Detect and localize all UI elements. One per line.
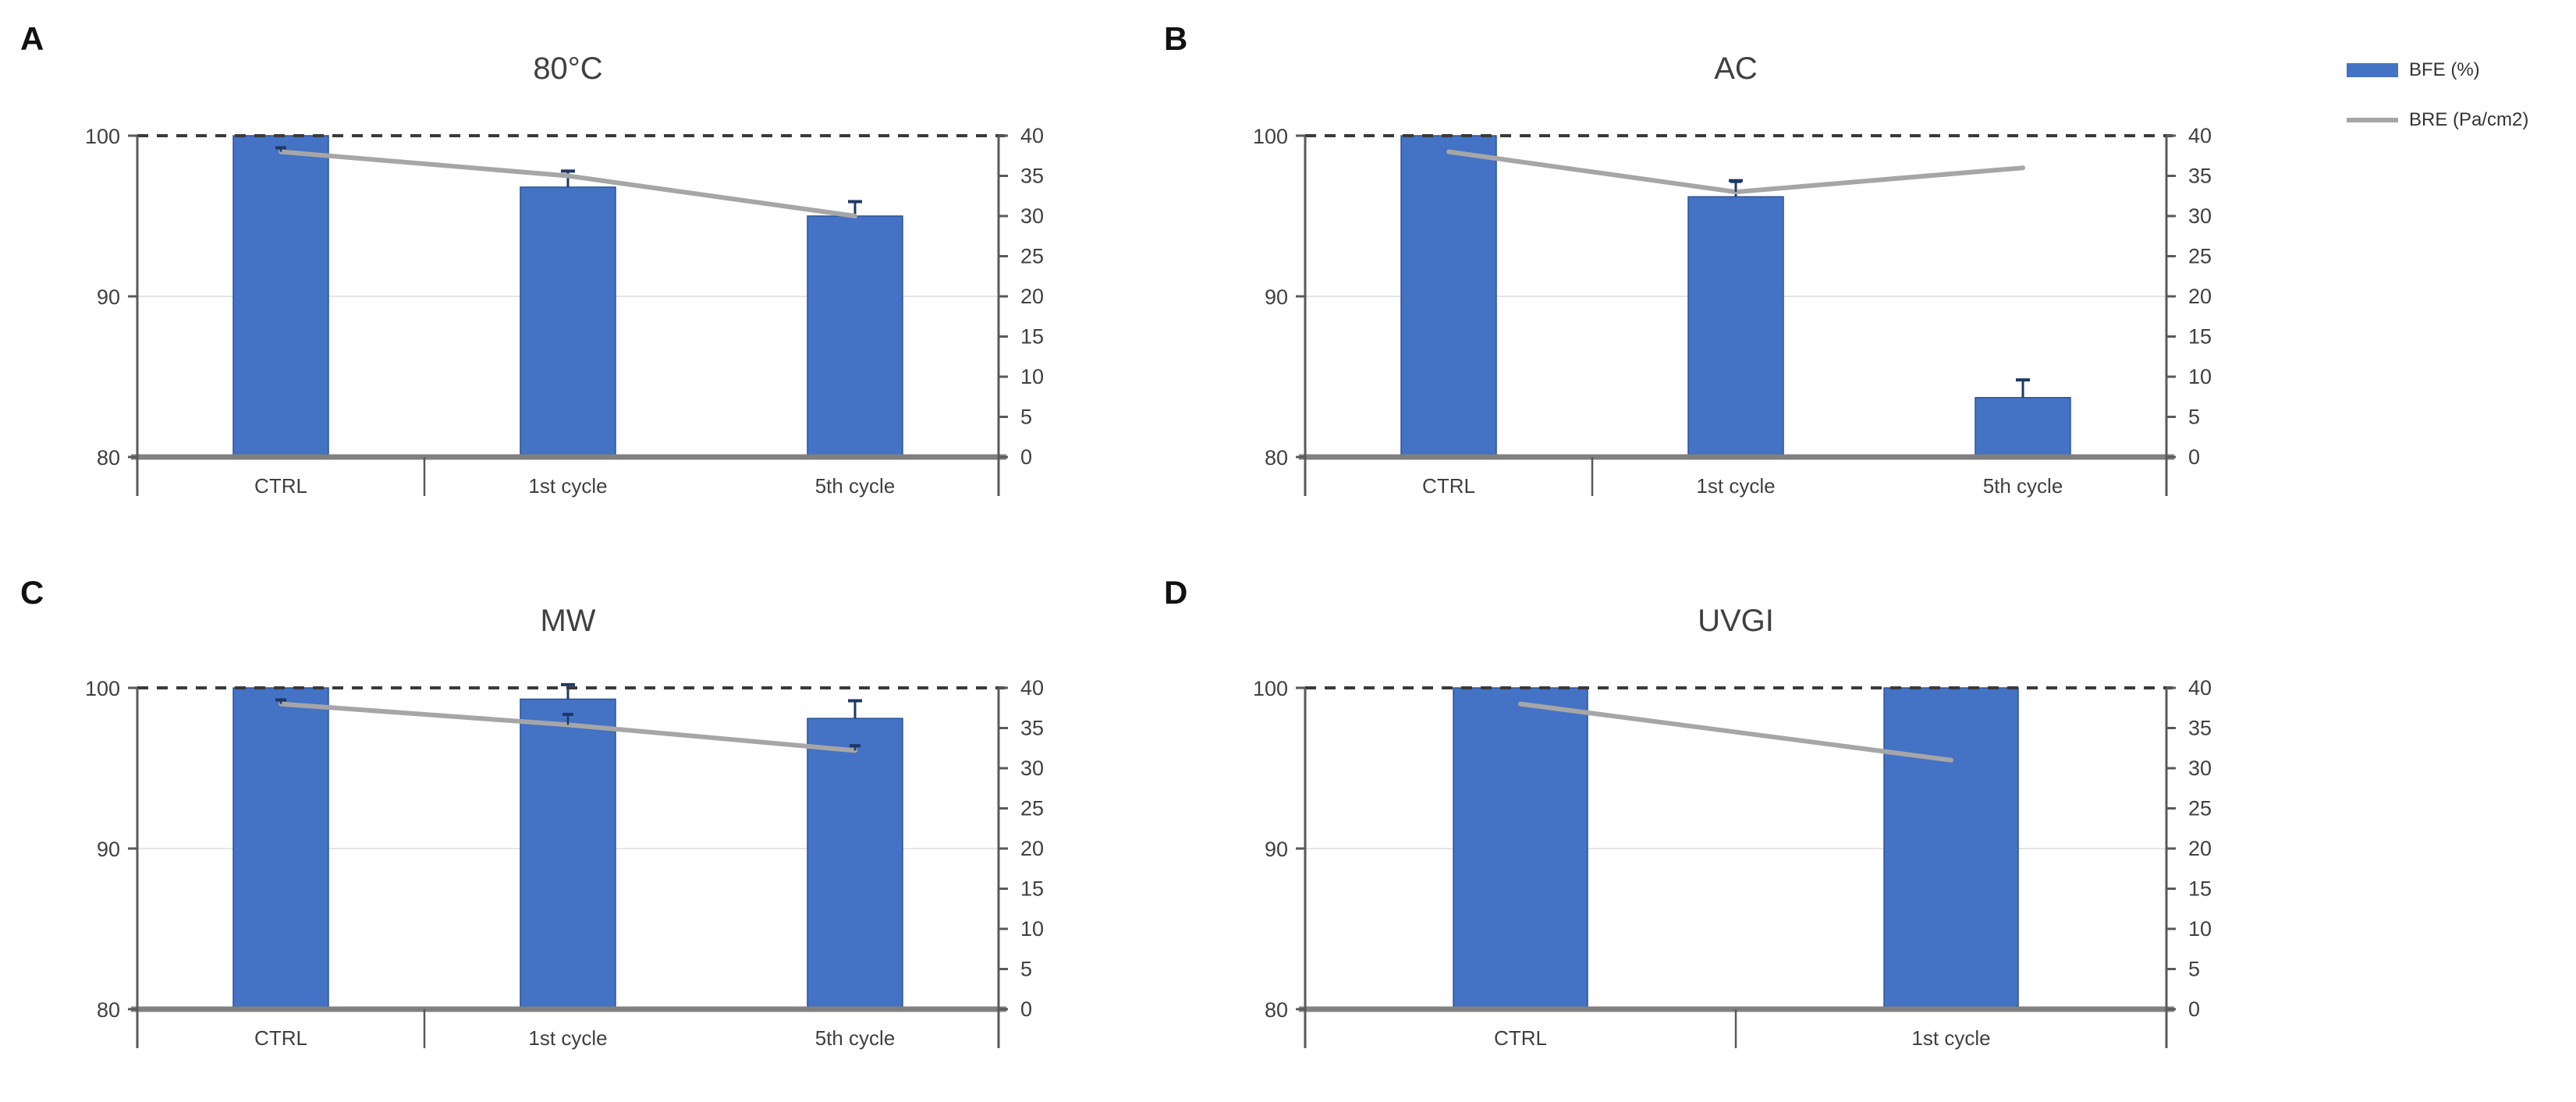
right-axis-label: 5 [1020,958,1032,981]
legend-item-bfe: BFE (%) [2347,59,2528,81]
right-axis-label: 40 [1020,676,1044,700]
right-axis-label: 35 [1020,717,1044,740]
panel-letter-a: A [20,20,44,57]
right-axis-label: 30 [1020,757,1044,780]
right-axis-label: 30 [1020,204,1044,228]
right-axis-label: 40 [1020,124,1044,147]
right-axis-label: 10 [1020,365,1044,388]
right-axis-label: 10 [1020,917,1044,941]
right-axis-label: 30 [2188,204,2212,228]
chart-svg-B: 100 90 80 40 35 30 25 20 15 10 5 0 CTRL 1st cycle 5th … [1253,124,2212,498]
right-axis-label: 40 [2188,676,2212,700]
bre-line [1446,149,2025,195]
left-axis-label: 90 [1265,285,1288,309]
bfe-bar-5th cycle [1975,397,2071,458]
category-label: 1st cycle [528,1026,607,1050]
right-axis-label: 20 [1020,837,1044,860]
right-axis-label: 25 [2188,797,2212,820]
right-axis-label: 0 [1020,445,1032,469]
right-axis-label: 25 [1020,797,1044,820]
bfe-bar-CTRL [1453,687,1588,1010]
panel-letter-c: C [20,574,44,611]
right-axis-label: 5 [2188,406,2200,429]
bfe-bar-5th cycle [807,718,903,1010]
legend-item-bre: BRE (Pa/cm2) [2347,109,2528,131]
category-label: 5th cycle [1983,474,2063,498]
left-axis-label: 80 [1265,998,1288,1022]
bre-line [279,149,857,218]
right-axis-label: 20 [2188,837,2212,860]
bfe-bar-1st cycle [520,698,616,1010]
chart-svg-D: 100 90 80 40 35 30 25 20 15 10 5 0 CTRL 1st cycle [1253,676,2212,1050]
chart-svg-C: 100 90 80 40 35 30 25 20 15 10 5 0 CTRL 1st cycle 5th … [85,676,1044,1050]
bfe-bar-1st cycle [1883,687,2019,1010]
bfe-bar-1st cycle [520,186,616,458]
bre-line [279,701,857,753]
right-axis-label: 20 [1020,285,1044,308]
legend-label-bre: BRE (Pa/cm2) [2409,109,2529,130]
bfe-bar-swatch-icon [2347,63,2398,77]
category-label: 1st cycle [1696,474,1775,498]
left-axis-label: 100 [1253,677,1288,700]
category-label: 5th cycle [815,474,896,498]
chart-title-d: UVGI [1698,604,1774,638]
left-axis-label: 80 [97,998,120,1022]
category-label: CTRL [1422,474,1475,498]
bfe-bar-CTRL [1400,135,1497,458]
right-axis-label: 15 [2188,877,2212,901]
right-axis-label: 35 [2188,165,2212,188]
bfe-bar-CTRL [232,135,329,458]
category-label: 1st cycle [528,474,607,498]
right-axis-label: 25 [1020,245,1044,268]
chart-panel-d: 100 90 80 40 35 30 25 20 15 10 5 0 CTRL 1st cycle [1215,654,2260,1102]
bfe-bar-CTRL [232,687,329,1010]
bfe-bar-5th cycle [807,215,903,458]
right-axis-label: 40 [2188,124,2212,147]
bre-line [1518,701,1953,763]
right-axis-label: 15 [1020,325,1044,349]
chart-svg-A: 100 90 80 40 35 30 25 20 15 10 5 0 CTRL 1st cycle 5th … [85,124,1044,498]
right-axis-label: 15 [1020,877,1044,901]
left-axis-label: 90 [1265,838,1288,861]
right-axis-label: 30 [2188,757,2212,780]
right-axis-label: 35 [1020,165,1044,188]
category-label: CTRL [254,1026,307,1050]
bre-line-swatch-icon [2347,118,2398,122]
chart-panel-b: 100 90 80 40 35 30 25 20 15 10 5 0 CTRL 1st cycle 5th … [1215,101,2260,550]
left-axis-label: 90 [97,285,120,309]
right-axis-label: 5 [1020,406,1032,429]
category-label: CTRL [1494,1026,1547,1050]
legend-label-bfe: BFE (%) [2409,59,2480,80]
category-label: 1st cycle [1911,1026,1990,1050]
right-axis-label: 20 [2188,285,2212,308]
bfe-bar-1st cycle [1687,196,1784,458]
panel-letter-d: D [1164,574,1188,611]
right-axis-label: 35 [2188,717,2212,740]
chart-title-c: MW [540,604,596,638]
right-axis-label: 10 [2188,365,2212,388]
right-axis-label: 25 [2188,245,2212,268]
right-axis-label: 15 [2188,325,2212,349]
category-label: 5th cycle [815,1026,896,1050]
chart-title-a: 80°C [533,51,603,86]
right-axis-label: 0 [1020,997,1032,1021]
left-axis-label: 80 [97,446,120,470]
category-label: CTRL [254,474,307,498]
legend: BFE (%) BRE (Pa/cm2) [2347,59,2528,131]
left-axis-label: 100 [85,677,120,700]
left-axis-label: 90 [97,838,120,861]
chart-panel-c: 100 90 80 40 35 30 25 20 15 10 5 0 CTRL 1st cycle 5th … [47,654,1092,1102]
right-axis-label: 5 [2188,958,2200,981]
panel-letter-b: B [1164,20,1188,57]
left-axis-label: 100 [1253,125,1288,148]
left-axis-label: 80 [1265,446,1288,470]
right-axis-label: 0 [2188,445,2200,469]
right-axis-label: 0 [2188,997,2200,1021]
right-axis-label: 10 [2188,917,2212,941]
chart-title-b: AC [1714,51,1758,86]
left-axis-label: 100 [85,125,120,148]
chart-panel-a: 100 90 80 40 35 30 25 20 15 10 5 0 CTRL 1st cycle 5th … [47,101,1092,550]
